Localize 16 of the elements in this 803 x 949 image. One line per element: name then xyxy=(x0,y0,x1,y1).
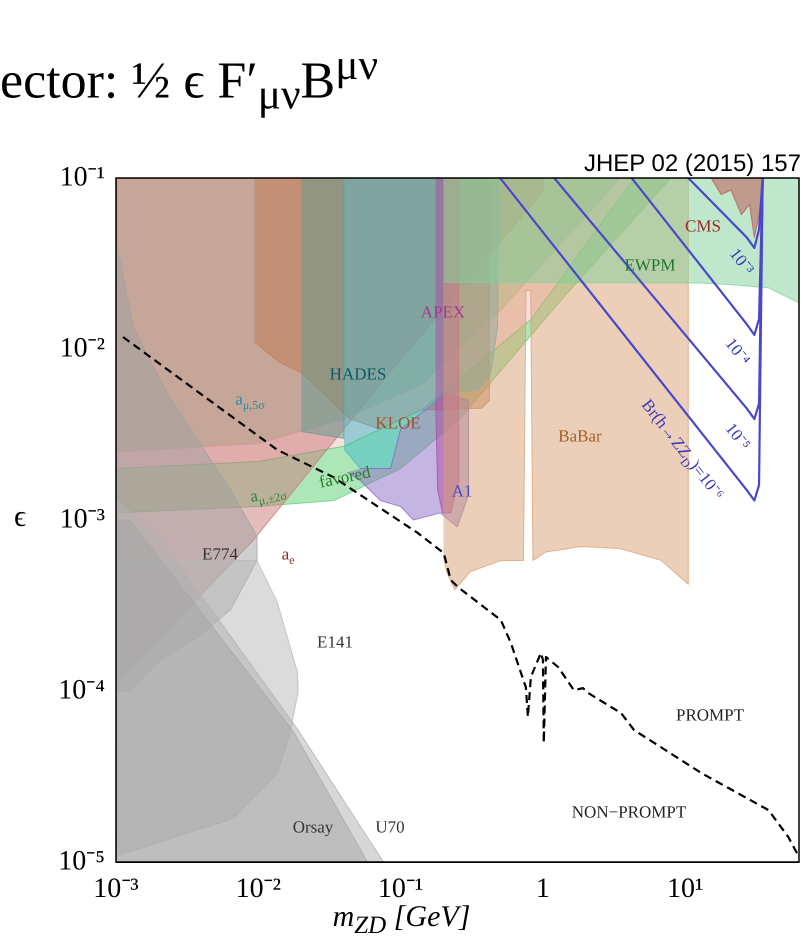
x-tick-label: 10¹ xyxy=(667,873,704,904)
y-tick-label: 10⁻³ xyxy=(60,503,105,534)
text: JHEP 02 (2015) 157 xyxy=(584,150,801,178)
annotation: U70 xyxy=(375,817,405,836)
chart-title: ector: ½ ϵ F′$_{μν}$B$^{μν}$ xyxy=(0,40,378,120)
annotation: PROMPT xyxy=(676,705,745,724)
x-tick-label: 10⁻² xyxy=(236,873,282,904)
y-axis-title: ϵ xyxy=(14,500,26,534)
annotation: 10⁻⁵ xyxy=(721,419,754,454)
annotation: NON−PROMPT xyxy=(572,802,687,822)
y-tick-label: 10⁻² xyxy=(60,332,105,364)
y-tick-label: 10⁻¹ xyxy=(60,161,105,192)
annotation: Orsay xyxy=(292,817,334,836)
y-tick-label: 10⁻⁴ xyxy=(58,674,105,706)
annotation: 10⁻⁴ xyxy=(721,334,754,369)
x-tick-label: 1 xyxy=(536,873,550,904)
